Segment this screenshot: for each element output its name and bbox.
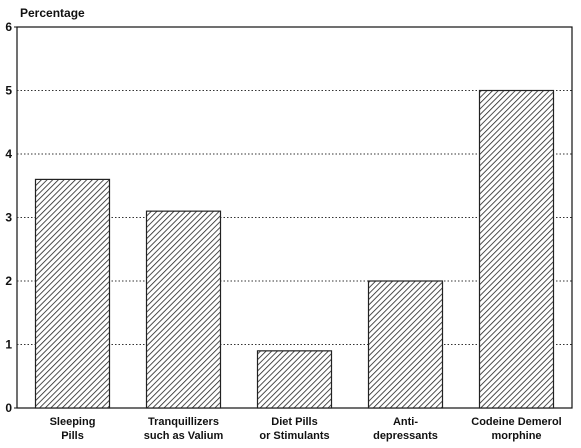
x-tick-label: Anti-depressants (373, 416, 438, 442)
y-tick-label: 2 (5, 274, 12, 288)
bar (34, 178, 111, 409)
bar (145, 210, 222, 409)
y-tick-label: 4 (5, 147, 12, 161)
x-tick-label: Diet Pills or Stimulants (259, 416, 329, 442)
y-tick-label: 3 (5, 211, 12, 225)
x-tick-label: Tranquillizers such as Valium (144, 416, 224, 442)
bar (367, 280, 444, 409)
bar (478, 89, 555, 409)
y-tick-label: 0 (5, 401, 12, 415)
x-tick-label: Codeine Demerol morphine (471, 416, 561, 442)
y-tick-label: 1 (5, 338, 12, 352)
bar (256, 350, 333, 409)
y-tick-label: 6 (5, 20, 12, 34)
x-tick-label: Sleeping Pills (50, 416, 96, 442)
y-tick-label: 5 (5, 84, 12, 98)
y-axis-label: Percentage (20, 6, 85, 20)
